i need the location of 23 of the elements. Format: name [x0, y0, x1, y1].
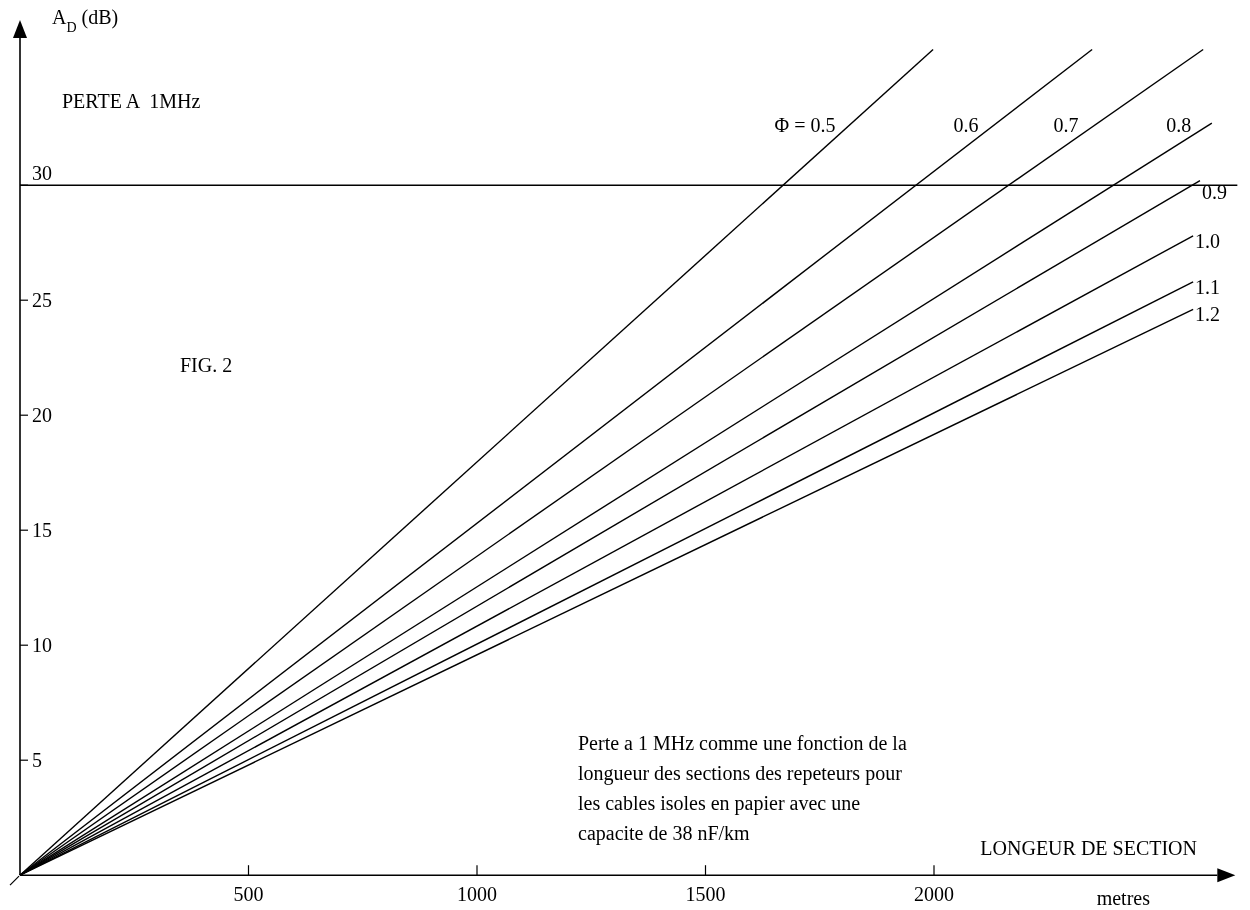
y-axis-title: A$_{D}$ (dB)	[52, 6, 119, 35]
series-label: 0.8	[1166, 114, 1192, 137]
y-tick-label: 20	[32, 404, 52, 427]
series-label: 0.6	[953, 114, 979, 137]
text: metres	[1096, 887, 1151, 910]
y-tick-label: 25	[32, 289, 52, 312]
y-tick-label: 10	[32, 634, 52, 657]
series-label: Φ = 0.5	[774, 114, 836, 137]
y-tick-label: 5	[32, 749, 42, 772]
x-tick-label: 1000	[457, 883, 497, 906]
x-tick-label: 2000	[914, 883, 954, 906]
x-axis-title: LONGEUR DE SECTION	[980, 837, 1197, 860]
annotation: FIG. 2	[180, 354, 233, 376]
series-label: 1.0	[1195, 229, 1221, 252]
series-label: 1.1	[1195, 275, 1221, 298]
annotation: Perte a 1 MHz comme une fonction de la longueur des sections des repeteurs pour les cables isoles en papier avec une capacite de 38 nF/km	[578, 732, 907, 845]
y-tick-label: 30	[32, 162, 52, 185]
text: PERTE A 1MHz	[62, 90, 201, 112]
y-tick-label: 15	[32, 519, 52, 542]
series-label: 0.7	[1053, 114, 1079, 137]
series-label: 1.2	[1195, 303, 1221, 326]
x-tick-label: 1500	[685, 883, 726, 906]
x-tick-label: 500	[233, 883, 264, 906]
